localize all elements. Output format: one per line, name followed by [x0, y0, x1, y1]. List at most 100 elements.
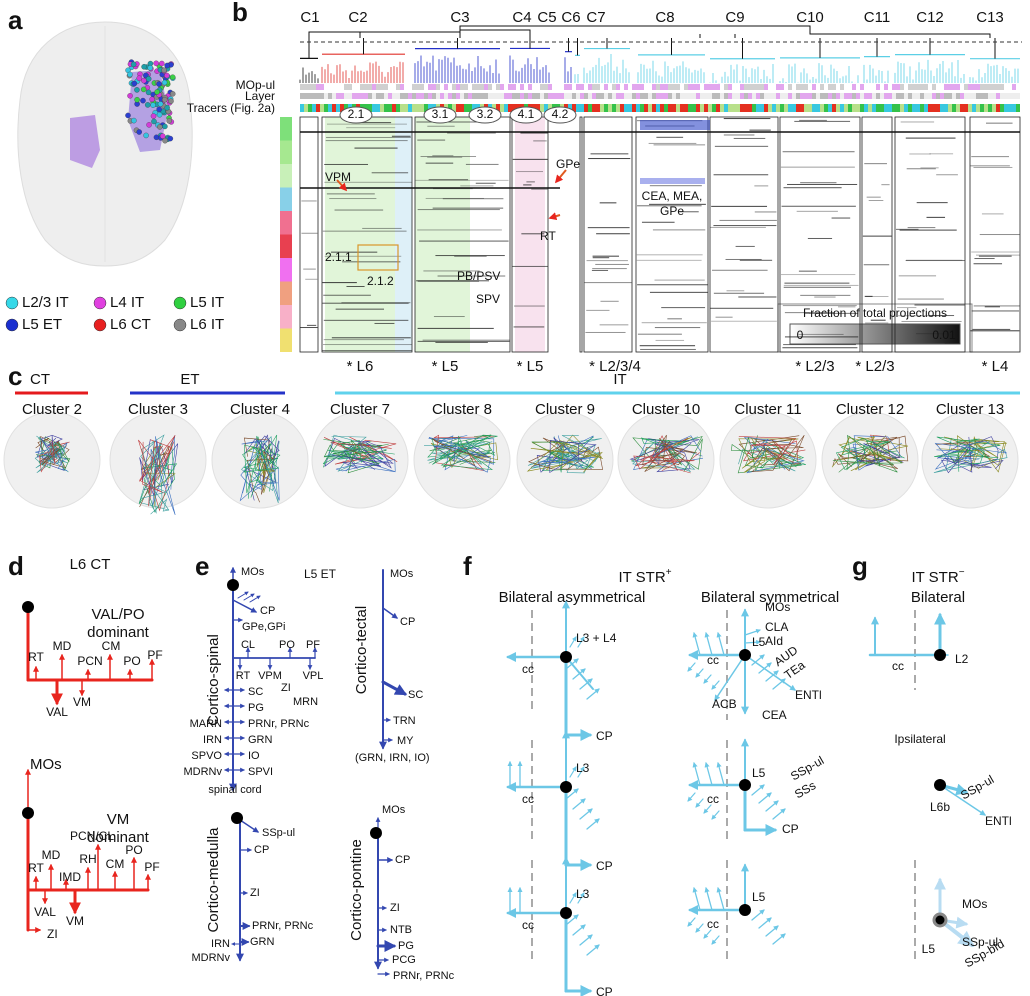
annotation-bar	[644, 104, 648, 112]
label: PO	[125, 843, 142, 857]
annotation-bar	[660, 84, 664, 90]
projection-axon	[703, 674, 712, 684]
label: MD	[42, 848, 61, 862]
label: VAL/PO	[91, 606, 144, 623]
annotation-bar	[756, 93, 760, 99]
label: b	[232, 0, 248, 27]
annotation-bar	[316, 93, 320, 99]
soma	[150, 102, 156, 108]
annotation-bar	[316, 104, 320, 112]
annotation-bar	[880, 104, 884, 112]
annotation-bar	[676, 84, 680, 90]
legend-swatch	[93, 296, 107, 310]
annotation-bar	[940, 84, 944, 90]
soma	[168, 98, 174, 104]
annotation-bar	[576, 84, 580, 90]
annotation-bar	[748, 93, 752, 99]
annotation-bar	[816, 104, 820, 112]
heatmap-row	[865, 322, 889, 324]
annotation-bar	[540, 84, 544, 90]
neuron-trace	[956, 438, 985, 465]
label: Cluster 9	[535, 401, 595, 418]
heatmap-row	[726, 290, 745, 292]
annotation-bar	[444, 84, 448, 90]
annotation-bar	[452, 93, 456, 99]
label: cc	[707, 653, 719, 667]
annotation-bar	[516, 93, 520, 99]
neuron-trace	[549, 440, 597, 474]
label: c	[8, 361, 22, 391]
neuron-trace	[143, 442, 175, 513]
annotation-bar	[848, 104, 852, 112]
heatmap-row	[533, 140, 547, 142]
neuron-trace	[241, 436, 280, 504]
projection-axon	[711, 935, 720, 945]
heatmap-row	[725, 258, 762, 260]
heatmap-row	[305, 278, 318, 280]
annotation-bar	[768, 104, 772, 112]
heatmap-row	[590, 153, 629, 155]
heatmap-row	[653, 144, 706, 146]
annotation-bar	[984, 104, 988, 112]
annotation-bar	[616, 84, 620, 90]
label: VM	[66, 914, 84, 928]
heatmap-row	[415, 179, 509, 181]
annotation-bar	[632, 84, 636, 90]
annotation-bar	[328, 93, 332, 99]
heatmap-row	[358, 122, 392, 124]
projection-axon	[758, 917, 772, 929]
heatmap-row	[713, 225, 777, 227]
soma	[156, 81, 162, 87]
heatmap-row	[520, 132, 548, 134]
soma	[127, 93, 133, 99]
label: PRNr, PRNc	[252, 920, 314, 932]
label: Fraction of total projections	[803, 306, 947, 320]
legend-swatch	[173, 296, 187, 310]
annotation-bar	[480, 93, 484, 99]
annotation-bar	[992, 104, 996, 112]
annotation-bar	[828, 104, 832, 112]
annotation-bar	[672, 84, 676, 90]
soma-dot	[231, 812, 243, 824]
heatmap-row	[711, 320, 777, 322]
annotation-bar	[788, 84, 792, 90]
neuron-trace	[433, 434, 495, 471]
annotation-bar	[916, 93, 920, 99]
annotation-bar	[708, 104, 712, 112]
label: L5	[922, 942, 936, 956]
neuron-trace	[138, 439, 169, 512]
annotation-bar	[428, 93, 432, 99]
neuron-trace	[635, 437, 689, 467]
label: dominant	[87, 829, 150, 846]
annotation-bar	[756, 84, 760, 90]
heatmap-row	[972, 328, 1011, 330]
annotation-bar	[608, 104, 612, 112]
annotation-bar	[524, 93, 528, 99]
soma-dot	[739, 649, 751, 661]
label: VM	[73, 695, 91, 709]
annotation-bar	[712, 84, 716, 90]
label: CP	[596, 859, 613, 873]
annotation-bar	[916, 84, 920, 90]
annotation-bar	[460, 84, 464, 90]
neuron-trace	[642, 444, 698, 466]
panel-title: IT STR−	[911, 567, 964, 586]
annotation-bar	[440, 84, 444, 90]
annotation-bar	[388, 84, 392, 90]
annotation-bar	[952, 84, 956, 90]
label: VAL	[46, 705, 68, 719]
annotation-bar	[372, 84, 376, 90]
annotation-bar	[620, 84, 624, 90]
annotation-bar	[732, 84, 736, 90]
annotation-bar	[844, 93, 848, 99]
annotation-bar	[984, 84, 988, 90]
annotation-bar	[792, 104, 796, 112]
annotation-bar	[924, 104, 928, 112]
heatmap-row	[649, 203, 706, 205]
annotation-bar	[668, 104, 672, 112]
heatmap-row	[416, 121, 494, 123]
annotation-bar	[304, 93, 308, 99]
label: C11	[864, 9, 890, 26]
neuron-trace	[936, 446, 974, 461]
projection-axon	[572, 798, 586, 810]
